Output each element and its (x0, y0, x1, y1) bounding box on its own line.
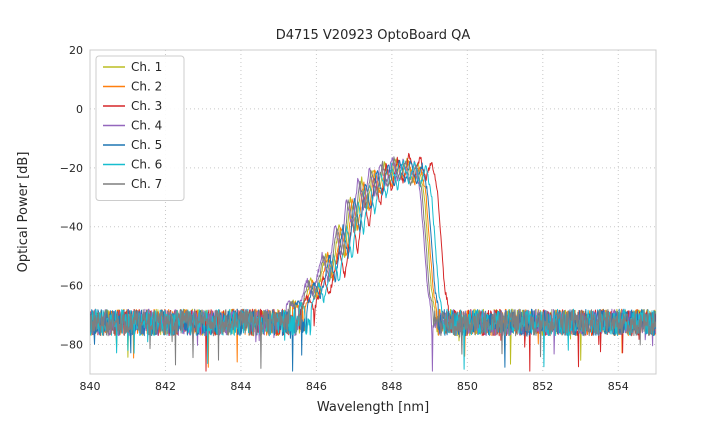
y-tick-label: −60 (60, 280, 83, 293)
y-tick-label: −20 (60, 162, 83, 175)
series-layer (90, 152, 656, 372)
axes-layer (89, 49, 657, 375)
legend: Ch. 1 Ch. 2 Ch. 3 Ch. 4 Ch. 5 Ch. 6 Ch. 7 (95, 55, 185, 201)
x-tick-label: 850 (457, 380, 478, 393)
legend-label-ch3: Ch. 3 (131, 99, 162, 113)
legend-label-ch1: Ch. 1 (131, 60, 162, 74)
x-tick-label: 840 (80, 380, 101, 393)
y-tick-label: −80 (60, 339, 83, 352)
x-tick-label: 852 (532, 380, 553, 393)
y-tick-label: −40 (60, 221, 83, 234)
x-tick-label: 848 (381, 380, 402, 393)
y-tick-label: 20 (69, 44, 83, 57)
legend-label-ch5: Ch. 5 (131, 138, 162, 152)
x-tick-label: 844 (230, 380, 251, 393)
y-tick-label: 0 (76, 103, 83, 116)
series-line-ch5 (90, 159, 656, 372)
series-line-ch7 (90, 156, 656, 369)
chart-title: D4715 V20923 OptoBoard QA (276, 28, 471, 43)
x-axis-label: Wavelength [nm] (317, 400, 429, 415)
legend-label-ch6: Ch. 6 (131, 158, 162, 172)
y-axis-label: Optical Power [dB] (16, 152, 31, 273)
legend-label-ch2: Ch. 2 (131, 80, 162, 94)
x-tick-label: 854 (608, 380, 629, 393)
grid-layer: 840 842 844 846 848 850 852 854 20 0 −20 −40 −60 −80 (60, 44, 656, 393)
legend-label-ch4: Ch. 4 (131, 119, 162, 133)
x-tick-label: 846 (306, 380, 327, 393)
x-tick-label: 842 (155, 380, 176, 393)
plot-frame (89, 49, 657, 375)
legend-label-ch7: Ch. 7 (131, 177, 162, 191)
